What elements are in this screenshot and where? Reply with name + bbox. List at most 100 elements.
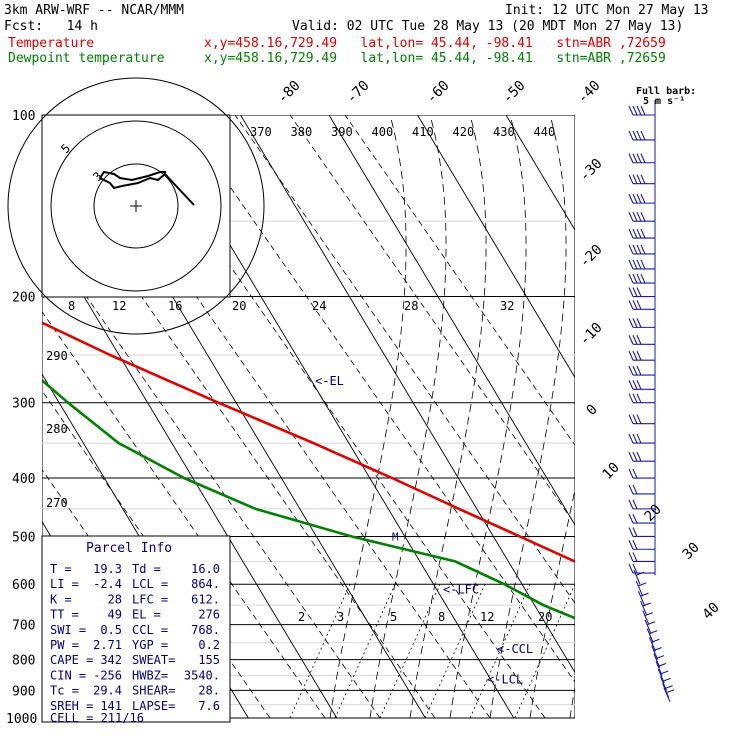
parcel-info-key: Tc = (50, 684, 79, 698)
pressure-tick-label: 400 (12, 472, 35, 487)
valid-time: Valid: 02 UTC Tue 28 May 13 (20 MDT Mon … (292, 19, 684, 34)
wind-speed-label: 24 (312, 299, 326, 313)
parcel-info-value: 155 (198, 653, 220, 667)
hodograph-ring (7, 77, 265, 335)
dry-adiabat-line (42, 310, 326, 719)
parcel-info-value: 19.3 (93, 562, 122, 576)
theta-e-label: 390 (331, 125, 353, 139)
pressure-tick-label: 600 (12, 578, 35, 593)
parcel-info-key: K = (50, 592, 72, 606)
parcel-info-value: 0.2 (198, 638, 220, 652)
moist-adiabat-line (329, 115, 407, 719)
wind-barb (633, 570, 645, 585)
isotherm-label: -30 (577, 156, 606, 185)
parcel-info-key: YGP = (132, 638, 168, 652)
wind-speed-label: 16 (168, 299, 182, 313)
wind-barb (642, 610, 654, 625)
theta-label: 280 (46, 422, 68, 436)
wind-barb (637, 590, 649, 606)
parcel-info-key: CIN = (50, 668, 86, 682)
parcel-level-label: <-EL (315, 374, 344, 388)
theta-e-label: 410 (412, 125, 434, 139)
parcel-info-key: SWEAT= (132, 653, 175, 667)
isotherm-label: -80 (275, 78, 304, 107)
wind-barb (628, 287, 655, 298)
wind-barb (628, 300, 655, 310)
parcel-info-value: 612. (191, 592, 220, 606)
theta-label: 290 (46, 349, 68, 363)
parcel-info-value: 342 (100, 653, 122, 667)
dry-adiabat-line (289, 115, 575, 525)
wind-barb (651, 645, 662, 660)
isotherm-line (328, 115, 575, 526)
hodograph-ring (50, 120, 222, 292)
wind-barb (628, 193, 655, 204)
wind-barb (628, 335, 655, 345)
pressure-tick-label: 200 (12, 291, 35, 306)
parcel-info-value: 2.71 (93, 638, 122, 652)
wind-barb (628, 527, 655, 538)
parcel-info-value: 7.6 (198, 699, 220, 713)
dry-adiabat-line (179, 115, 575, 683)
wind-barb (644, 619, 656, 635)
parcel-level-label: <-CCL (497, 642, 533, 656)
wind-barb (628, 273, 655, 284)
wind-barb (628, 380, 655, 390)
wind-barb (628, 105, 655, 116)
parcel-info-value: -2.4 (93, 577, 122, 591)
parcel-info-key: CCL = (132, 623, 168, 637)
wind-barb (655, 661, 667, 676)
pressure-tick-label: 300 (12, 397, 35, 412)
temperature-legend: Temperature (8, 36, 95, 51)
parcel-info-key: SREH = (50, 699, 93, 713)
theta-e-label: 440 (534, 125, 556, 139)
parcel-info-value: 29.4 (93, 684, 122, 698)
theta-e-label: 430 (493, 125, 515, 139)
mixing-ratio-label: 20 (538, 610, 552, 624)
wind-barb (663, 687, 675, 703)
dry-adiabat-line (344, 115, 575, 446)
wind-barb (628, 468, 655, 479)
wind-speed-label: 8 (68, 299, 75, 313)
parcel-level-label: <-LCL (487, 673, 523, 687)
wind-barb (628, 244, 655, 255)
barb-legend-value: 5 m s⁻¹ (643, 96, 685, 107)
wind-barb (628, 552, 655, 562)
parcel-info-key: LAPSE= (132, 699, 175, 713)
wind-barb (628, 174, 655, 185)
model-title: 3km ARW-WRF -- NCAR/MMM (4, 3, 185, 18)
isotherm-line (595, 115, 740, 718)
parcel-info-key: HWBZ= (132, 668, 168, 682)
isotherm-label: 0 (584, 402, 601, 419)
wind-barb (628, 563, 655, 574)
parcel-marker: M (392, 530, 399, 543)
parcel-info-value: 16.0 (191, 562, 220, 576)
pressure-tick-label: 500 (12, 530, 35, 545)
theta-e-label: 370 (250, 125, 272, 139)
moist-adiabat-line (409, 115, 487, 719)
parcel-info-key: CAPE = (50, 653, 93, 667)
wind-speed-label: 28 (404, 299, 418, 313)
wind-barb (653, 653, 665, 668)
temperature-location: x,y=458.16,729.49 lat,lon= 45.44, -98.41… (204, 36, 666, 51)
wind-barb (628, 318, 655, 328)
pressure-tick-label: 1000 (6, 712, 37, 727)
wind-speed-label: 32 (500, 299, 514, 313)
hodograph-ring (93, 163, 179, 249)
moist-adiabat-line (449, 115, 527, 719)
wind-barb (628, 228, 655, 239)
parcel-info-key: TT = (50, 608, 79, 622)
temperature-trace (42, 321, 575, 563)
parcel-info-cell: CELL = 211/16 (50, 711, 144, 725)
wind-barb (628, 365, 655, 376)
theta-label: 270 (46, 496, 68, 510)
moist-adiabat-line (369, 115, 447, 719)
isotherm-label: -50 (500, 78, 529, 107)
wind-barb (628, 451, 655, 462)
parcel-info-value: 141 (100, 699, 122, 713)
hodograph-trace (98, 170, 195, 206)
parcel-info-value: 28 (108, 592, 122, 606)
wind-barb (628, 211, 655, 222)
parcel-level-label: <-LFC (443, 582, 479, 596)
